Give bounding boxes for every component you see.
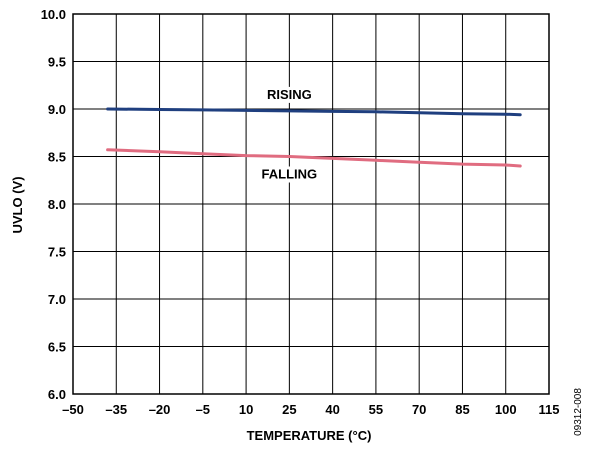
series-label-background — [255, 86, 324, 103]
x-axis-title: TEMPERATURE (°C) — [247, 428, 372, 443]
series-label-rising: RISING — [267, 87, 312, 102]
x-tick-label: 85 — [455, 402, 469, 417]
x-tick-labels: –50 –35 –20 –5 10 25 40 55 70 85 100 115 — [62, 402, 559, 417]
x-tick-label: 40 — [325, 402, 339, 417]
series-line-rising — [106, 107, 522, 117]
series-lines — [106, 107, 522, 168]
y-tick-label: 9.0 — [48, 102, 66, 117]
x-tick-label: –35 — [105, 402, 127, 417]
y-tick-label: 6.0 — [48, 387, 66, 402]
x-tick-label: 70 — [412, 402, 426, 417]
y-axis-title: UVLO (V) — [10, 176, 25, 233]
grid — [73, 14, 549, 394]
x-tick-label: –20 — [149, 402, 171, 417]
x-tick-label: 100 — [495, 402, 517, 417]
x-tick-label: 55 — [369, 402, 383, 417]
series-label-falling: FALLING — [262, 167, 318, 182]
y-tick-label: 7.5 — [48, 245, 66, 260]
x-tick-label: 25 — [282, 402, 296, 417]
series-labels: RISING FALLING — [255, 86, 324, 183]
x-tick-label: –50 — [62, 402, 84, 417]
y-tick-label: 8.0 — [48, 197, 66, 212]
x-tick-label: 115 — [539, 402, 560, 417]
plot-frame — [72, 13, 550, 395]
series-line-falling — [106, 148, 522, 168]
y-tick-label: 7.0 — [48, 292, 66, 307]
x-tick-label: 10 — [239, 402, 253, 417]
y-tick-labels: 6.0 6.5 7.0 7.5 8.0 8.5 9.0 9.5 10.0 — [41, 7, 66, 402]
y-tick-label: 10.0 — [41, 7, 66, 22]
figure-id-label: 09312-008 — [573, 388, 584, 436]
x-tick-label: –5 — [196, 402, 210, 417]
y-tick-label: 8.5 — [48, 150, 66, 165]
y-tick-label: 6.5 — [48, 340, 66, 355]
series-label-background — [255, 166, 324, 183]
y-tick-label: 9.5 — [48, 55, 66, 70]
